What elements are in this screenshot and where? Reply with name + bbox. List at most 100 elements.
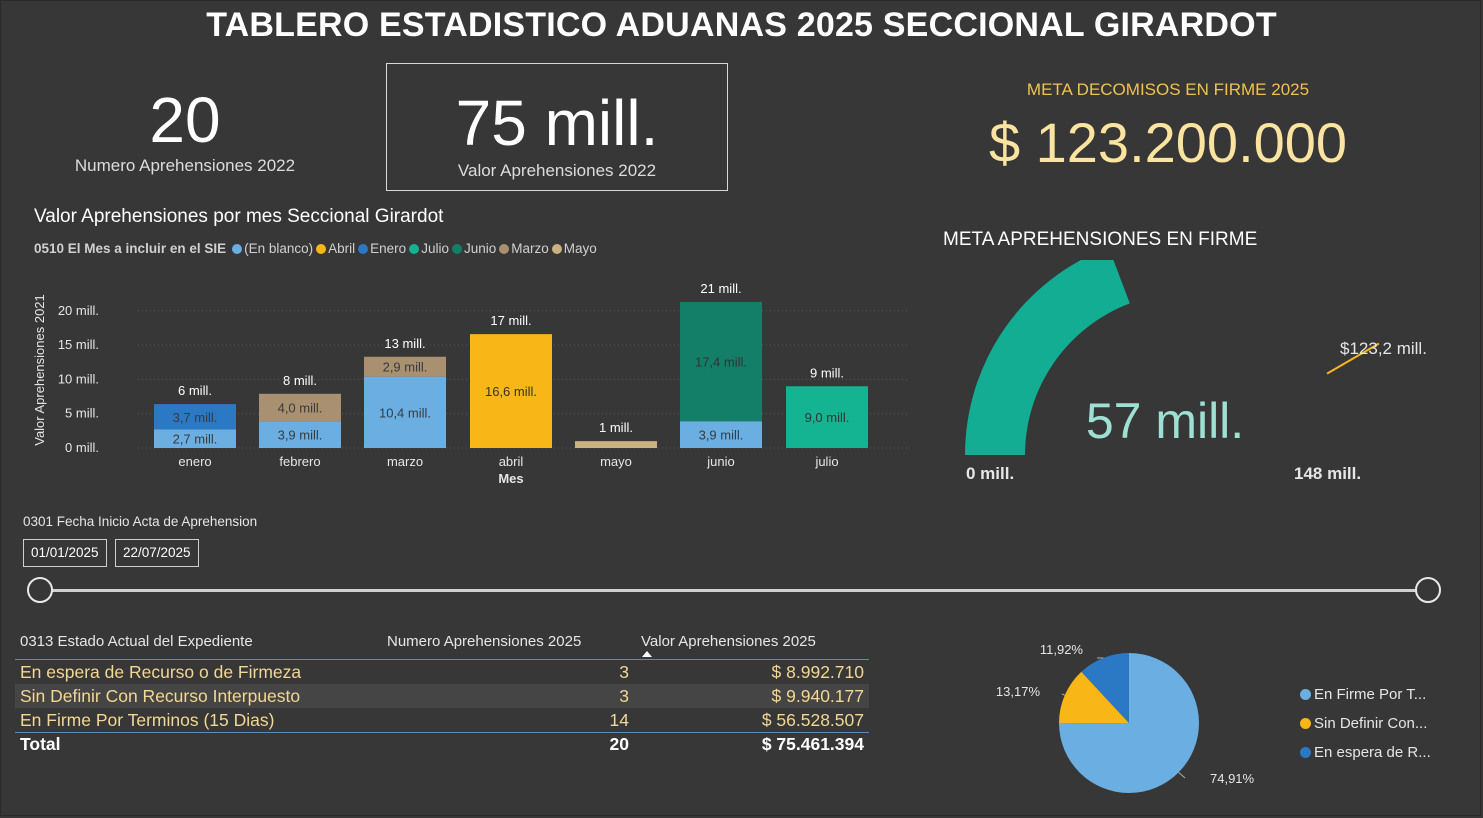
bar-segment[interactable] [364,356,446,377]
legend-dot [551,243,562,254]
pie-slice[interactable] [1059,671,1129,724]
pie-percent-label: 13,17% [996,684,1041,699]
bar-total-label: 13 mill. [384,336,425,351]
bar-total-label: 1 mill. [599,420,633,435]
bar-data-label: 2,7 mill. [173,432,218,447]
date-slider-start-handle[interactable] [27,577,53,603]
bar-chart-title: Valor Aprehensiones por mes Seccional Gi… [34,206,444,227]
gauge-value-label: 57 mill. [1086,393,1244,449]
legend-title: 0510 El Mes a incluir en el SIE [34,241,227,256]
x-tick-label: enero [178,454,211,469]
bar-segment[interactable] [259,393,341,422]
cell-total-valor: $ 75.461.394 [761,734,864,754]
bar-total-label: 9 mill. [810,365,844,380]
table-header-estado[interactable]: 0313 Estado Actual del Expediente [20,633,253,650]
pie-leader-line [1061,693,1065,696]
pie-slice[interactable] [1059,653,1199,793]
gauge-chart: $123,2 mill. 57 mill. 0 mill. 148 mill. [965,260,1427,483]
pie-legend-item-en-espera[interactable]: En espera de R... [1300,744,1431,761]
cell-total-label: Total [20,734,61,754]
x-tick-label: junio [706,454,734,469]
sort-ascending-icon[interactable] [642,651,652,657]
cell-valor: $ 8.992.710 [771,662,864,682]
value-amount: 75 mill. [455,87,659,159]
legend-label: Sin Definir Con... [1314,715,1428,732]
bar-total-label: 6 mill. [178,383,212,398]
legend-dot [316,243,327,254]
legend-label: Mayo [563,241,597,256]
legend-item-julio[interactable]: Julio [409,241,449,256]
bar-segment[interactable] [154,429,236,448]
legend-dot [499,243,510,254]
y-axis-title: Valor Aprehensiones 2021 [32,294,47,446]
legend-dot [1300,747,1311,758]
gauge-fill[interactable] [965,260,1130,455]
value-card[interactable]: 75 mill. Valor Aprehensiones 2022 [386,63,728,191]
meta-decomisos-value: $ 123.200.000 [988,111,1348,174]
y-tick-label: 0 mill. [65,440,99,455]
legend-item-enero[interactable]: Enero [358,241,406,256]
bar-segment[interactable] [364,376,446,448]
x-tick-label: abril [499,454,524,469]
pie-slice[interactable] [1081,653,1129,723]
bar-segment[interactable] [680,301,762,422]
cell-numero: 3 [619,662,629,682]
count-label: Numero Aprehensiones 2022 [74,156,296,175]
legend-label: Julio [421,241,449,256]
x-axis-title: Mes [498,471,523,486]
gauge-max-label: 148 mill. [1294,464,1361,483]
count-card[interactable]: 20 Numero Aprehensiones 2022 [40,88,330,176]
table-total-row: Total 20 $ 75.461.394 [15,732,869,756]
legend-label: Abril [328,241,356,256]
bar-segment[interactable] [786,386,868,448]
legend-item-en-blanco[interactable]: (En blanco) [232,241,313,256]
count-value: 20 [149,84,221,156]
table-total-rule [15,732,869,733]
date-start-input[interactable]: 01/01/2025 [23,539,107,567]
legend-item-junio[interactable]: Junio [451,241,497,256]
meta-decomisos-label: META DECOMISOS EN FIRME 2025 [1026,80,1310,99]
date-slider-end-handle[interactable] [1415,577,1441,603]
bar-segment[interactable] [680,421,762,448]
x-tick-label: febrero [279,454,320,469]
cell-numero: 3 [619,686,629,706]
table-header-numero[interactable]: Numero Aprehensiones 2025 [387,633,582,650]
table-header-rule [15,659,869,660]
x-tick-label: julio [814,454,838,469]
cell-estado: En Firme Por Terminos (15 Dias) [20,710,275,730]
cell-total-numero: 20 [609,734,629,754]
legend-item-mayo[interactable]: Mayo [551,241,597,256]
table-row[interactable]: En Firme Por Terminos (15 Dias) 14 $ 56.… [15,708,869,732]
legend-item-abril[interactable]: Abril [316,241,355,256]
date-end-input[interactable]: 22/07/2025 [115,539,199,567]
legend-dot [409,243,420,254]
legend-label: Junio [463,241,497,256]
bar-segment[interactable] [259,421,341,448]
bar-segment[interactable] [575,441,657,448]
date-slider-track[interactable] [40,589,1428,592]
x-tick-label: mayo [600,454,632,469]
value-label: Valor Aprehensiones 2022 [457,161,657,180]
x-tick-label: marzo [387,454,423,469]
bar-data-label: 9,0 mill. [805,410,850,425]
table-header-valor[interactable]: Valor Aprehensiones 2025 [641,633,816,650]
gauge-target-label: $123,2 mill. [1340,339,1427,358]
bar-data-label: 3,9 mill. [699,428,744,443]
table-row[interactable]: En espera de Recurso o de Firmeza 3 $ 8.… [15,660,869,685]
gauge-min-label: 0 mill. [966,464,1014,483]
bar-segment[interactable] [154,404,236,430]
date-filter-label: 0301 Fecha Inicio Acta de Aprehension [23,514,258,529]
y-tick-label: 15 mill. [58,337,99,352]
bar-data-label: 10,4 mill. [379,405,431,420]
bar-chart: Valor Aprehensiones 2021 0 mill. 5 mill. 10… [32,281,910,486]
legend-item-marzo[interactable]: Marzo [499,241,549,256]
pie-legend-item-en-firme[interactable]: En Firme Por T... [1300,686,1426,703]
legend-label: En Firme Por T... [1314,686,1427,703]
bar-data-label: 3,7 mill. [173,410,218,425]
bar-segment[interactable] [470,334,552,448]
pie-legend-item-sin-definir[interactable]: Sin Definir Con... [1300,715,1427,732]
legend-label: Enero [370,241,407,256]
table-row[interactable]: Sin Definir Con Recurso Interpuesto 3 $ … [15,684,869,709]
pie-percent-label: 74,91% [1210,771,1255,786]
